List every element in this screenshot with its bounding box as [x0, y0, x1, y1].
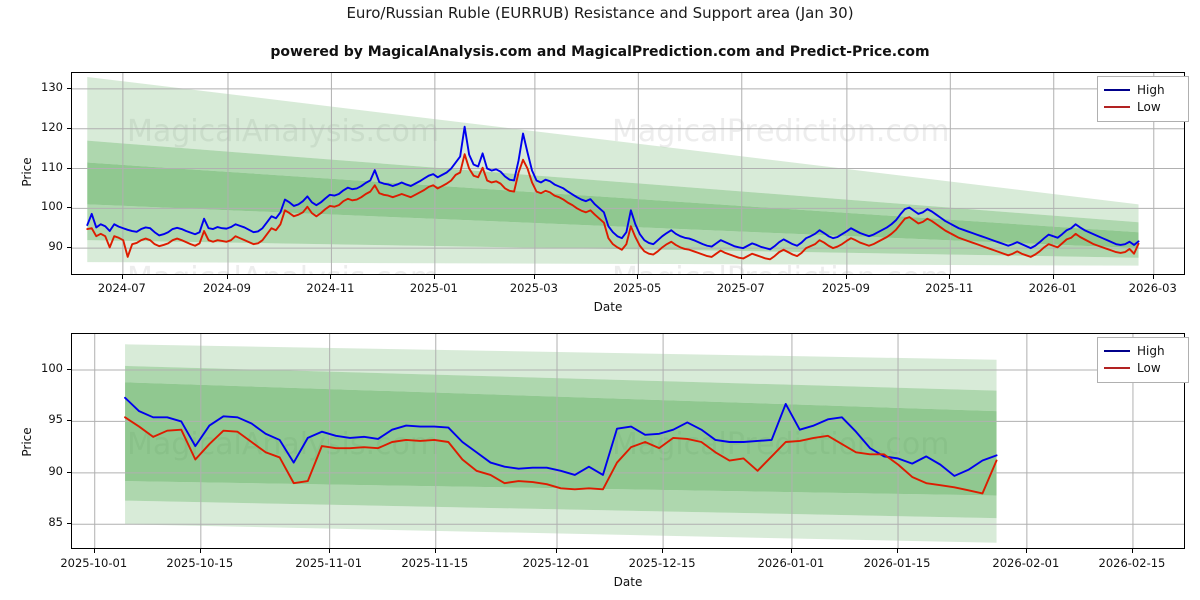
- y-tick-mark: [67, 247, 71, 249]
- x-tick-mark: [199, 549, 201, 553]
- legend-swatch-low: [1104, 105, 1130, 108]
- y-tick-label: 100: [41, 361, 63, 375]
- y-tick-mark: [67, 207, 71, 209]
- y-tick-label: 85: [48, 515, 63, 530]
- x-tick-label: 2025-03: [509, 281, 558, 295]
- legend-swatch-low: [1104, 366, 1130, 369]
- x-tick-label: 2024-11: [306, 281, 355, 295]
- x-tick-mark: [330, 275, 332, 279]
- legend-swatch-high: [1104, 349, 1130, 352]
- top-chart-legend: High Low: [1097, 76, 1189, 122]
- x-tick-label: 2025-11-15: [401, 556, 469, 570]
- legend-row-low: Low: [1104, 359, 1181, 376]
- x-tick-mark: [434, 549, 436, 553]
- legend-label-high: High: [1137, 343, 1165, 358]
- y-tick-mark: [67, 369, 71, 370]
- svg-text:MagicalAnalysis.com: MagicalAnalysis.com: [127, 261, 439, 275]
- y-tick-label: 100: [41, 199, 63, 214]
- y-tick-label: 110: [41, 159, 63, 174]
- bottom-chart-x-axis-label: Date: [613, 575, 643, 589]
- x-tick-mark: [949, 275, 951, 279]
- y-tick-label: 95: [48, 412, 63, 427]
- x-tick-mark: [226, 275, 228, 279]
- svg-text:MagicalAnalysis.com: MagicalAnalysis.com: [127, 114, 439, 149]
- x-tick-mark: [556, 549, 557, 553]
- x-tick-label: 2025-11: [925, 281, 974, 295]
- svg-text:MagicalPrediction.com: MagicalPrediction.com: [612, 261, 950, 275]
- legend-label-low: Low: [1137, 360, 1161, 375]
- y-tick-mark: [67, 471, 71, 473]
- legend-row-low: Low: [1104, 98, 1181, 115]
- x-tick-mark: [93, 549, 95, 553]
- top-chart-plot-area: MagicalAnalysis.com MagicalPrediction.com…: [71, 72, 1185, 275]
- legend-row-high: High: [1104, 81, 1181, 98]
- x-tick-label: 2025-12-01: [522, 556, 590, 570]
- bottom-chart-panel: MagicalAnalysis.comMagicalPrediction.com…: [0, 320, 1200, 600]
- svg-text:MagicalPrediction.com: MagicalPrediction.com: [612, 114, 950, 149]
- y-tick-mark: [67, 523, 71, 525]
- y-tick-label: 130: [41, 79, 63, 94]
- x-tick-label: 2025-11-01: [295, 556, 363, 570]
- x-tick-mark: [533, 275, 535, 279]
- top-chart-x-axis-label: Date: [593, 300, 623, 314]
- y-tick-label: 90: [48, 239, 63, 254]
- x-tick-mark: [433, 275, 435, 279]
- x-tick-label: 2025-10-15: [166, 556, 234, 570]
- y-tick-mark: [67, 87, 71, 89]
- legend-label-low: Low: [1137, 99, 1161, 114]
- bottom-chart-legend: High Low: [1097, 337, 1189, 383]
- x-tick-label: 2025-09: [821, 281, 870, 295]
- x-tick-label: 2025-05: [613, 281, 662, 295]
- x-tick-mark: [637, 275, 639, 279]
- x-tick-label: 2025-10-01: [60, 556, 128, 570]
- legend-swatch-high: [1104, 88, 1130, 91]
- x-tick-mark: [121, 275, 123, 279]
- x-tick-mark: [1131, 549, 1133, 553]
- y-tick-label: 120: [41, 119, 63, 134]
- y-tick-mark: [67, 420, 71, 422]
- page-subtitle: powered by MagicalAnalysis.com and Magic…: [270, 44, 930, 60]
- x-tick-mark: [845, 275, 847, 279]
- top-chart-canvas: MagicalAnalysis.com MagicalPrediction.com…: [72, 73, 1184, 275]
- x-tick-mark: [1025, 549, 1027, 553]
- x-tick-mark: [662, 549, 664, 553]
- legend-label-high: High: [1137, 82, 1165, 97]
- x-tick-label: 2025-07: [716, 281, 765, 295]
- legend-row-high: High: [1104, 342, 1181, 359]
- x-tick-label: 2026-03: [1128, 281, 1177, 295]
- x-tick-mark: [740, 275, 742, 279]
- x-tick-mark: [897, 549, 899, 553]
- x-tick-label: 2026-02-01: [992, 556, 1060, 570]
- x-tick-label: 2024-09: [202, 281, 252, 295]
- y-tick-mark: [67, 127, 71, 129]
- y-tick-mark: [67, 167, 71, 169]
- x-tick-mark: [1152, 275, 1154, 279]
- x-tick-label: 2026-01: [1028, 281, 1077, 295]
- x-tick-label: 2026-01-01: [757, 556, 825, 570]
- top-chart-panel: MagicalAnalysis.com MagicalPrediction.com…: [20, 72, 1189, 314]
- x-tick-mark: [1052, 275, 1054, 279]
- x-tick-label: 2026-01-15: [863, 556, 931, 570]
- x-tick-label: 2026-02-15: [1098, 556, 1166, 570]
- x-tick-label: 2025-01: [409, 281, 458, 295]
- x-tick-label: 2024-07: [97, 281, 146, 295]
- page-title: Euro/Russian Ruble (EURRUB) Resistance a…: [346, 4, 854, 22]
- x-tick-mark: [790, 549, 792, 553]
- y-tick-label: 90: [48, 463, 63, 478]
- x-tick-label: 2025-12-15: [628, 556, 696, 570]
- x-tick-mark: [328, 549, 330, 553]
